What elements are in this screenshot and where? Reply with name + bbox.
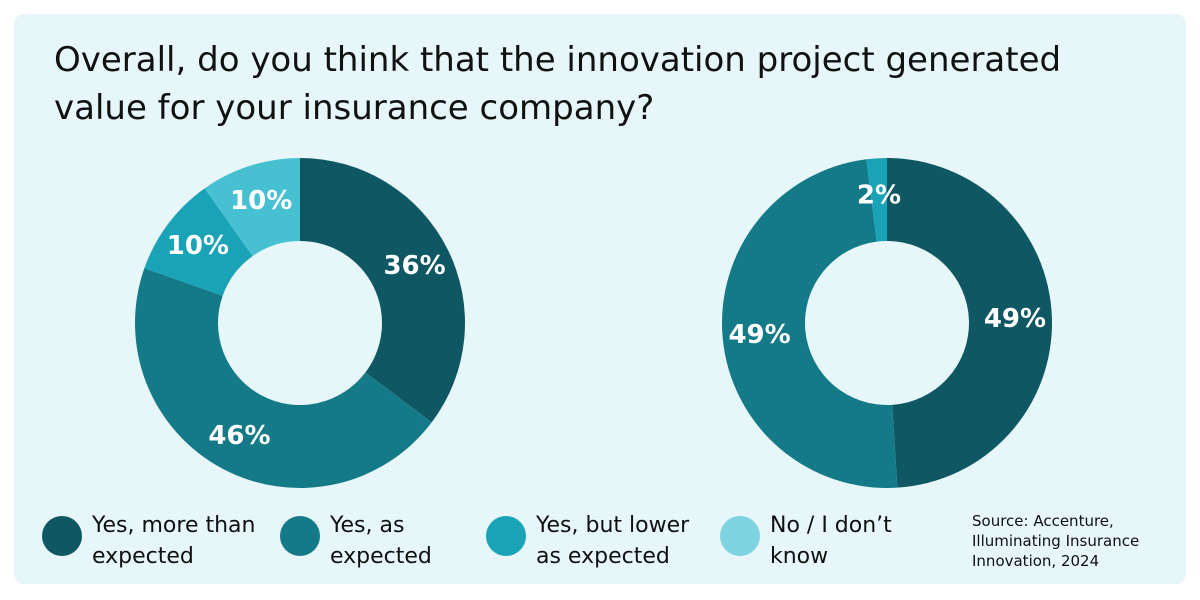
legend-swatch xyxy=(486,516,526,556)
donut-chart-left: 36% 46% 10%10% xyxy=(134,158,465,489)
donut-chart-right: 49% 49% 2% xyxy=(722,158,1052,488)
donut-slice-yes-more-than-expected xyxy=(300,158,465,423)
legend-swatch xyxy=(720,516,760,556)
chart-title: Overall, do you think that the innovatio… xyxy=(54,40,1062,128)
slice-value-label: 49% xyxy=(984,304,1046,334)
legend-label: No / I don’t know xyxy=(770,513,892,569)
source-note: Source: Accenture, Illuminating Insuranc… xyxy=(972,512,1140,570)
donut-slice-no-i-don-t-know xyxy=(204,158,300,257)
legend-swatch xyxy=(42,516,82,556)
donut-slice-yes-as-expected xyxy=(722,159,898,488)
slice-value-label: 10% xyxy=(167,231,229,261)
legend-swatch xyxy=(280,516,320,556)
legend-label: Yes, more than expected xyxy=(92,513,256,569)
donut-slice-yes-but-lower-as-expected xyxy=(866,158,887,242)
legend-label: Yes, but lower as expected xyxy=(536,513,690,569)
slice-value-label: 10% xyxy=(230,186,292,216)
legend-label: Yes, as expected xyxy=(330,513,432,569)
slice-value-label: 46% xyxy=(208,421,270,451)
slice-value-label: 2% xyxy=(857,180,901,210)
donut-slice-yes-more-than-expected xyxy=(887,158,1052,488)
slice-value-label: 49% xyxy=(728,320,790,350)
donut-slice-yes-as-expected xyxy=(134,268,432,489)
chart-card: Overall, do you think that the innovatio… xyxy=(14,14,1186,584)
donut-slice-yes-but-lower-as-expected xyxy=(144,188,253,296)
slice-value-label: 36% xyxy=(383,251,445,281)
